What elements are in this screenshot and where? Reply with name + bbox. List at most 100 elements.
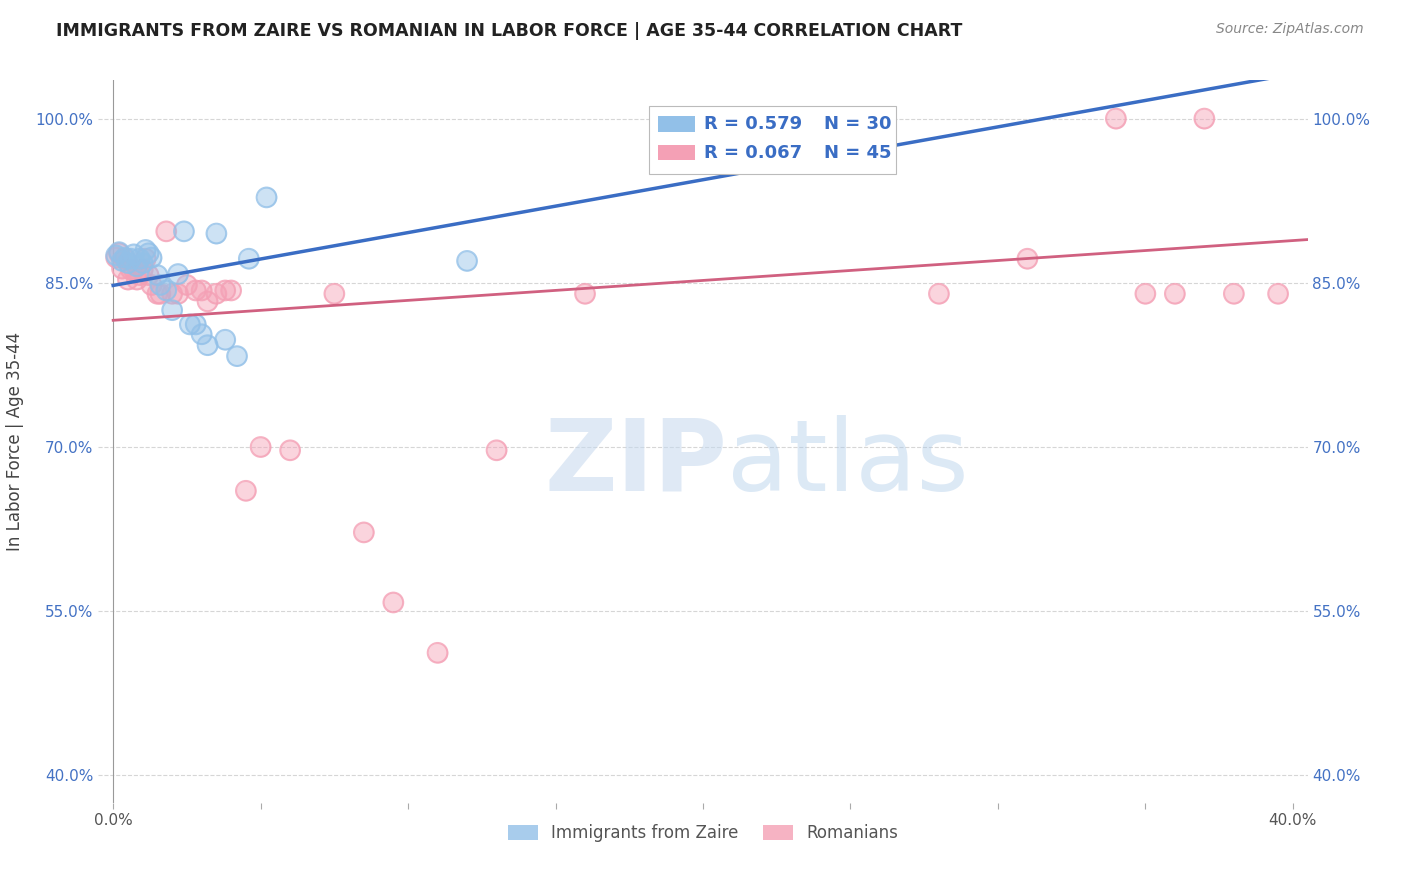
Point — [128, 252, 150, 266]
Point — [214, 333, 236, 347]
Point — [122, 262, 145, 277]
Point — [128, 268, 150, 282]
Point — [160, 303, 183, 318]
Point — [111, 261, 134, 276]
Point — [131, 256, 153, 270]
Point — [456, 253, 478, 268]
Point — [190, 284, 212, 298]
Point — [197, 338, 219, 352]
Point — [125, 272, 148, 286]
Point — [1135, 286, 1157, 301]
Point — [122, 247, 145, 261]
Point — [249, 440, 271, 454]
Point — [173, 224, 195, 238]
Point — [111, 253, 134, 268]
Point — [928, 286, 950, 301]
Point — [131, 262, 153, 277]
Point — [839, 112, 862, 126]
Point — [190, 327, 212, 342]
Point — [184, 284, 207, 298]
Point — [1194, 112, 1216, 126]
Point — [1135, 286, 1157, 301]
Point — [226, 349, 249, 363]
Point — [114, 252, 136, 266]
Point — [190, 284, 212, 298]
Point — [205, 227, 228, 241]
Point — [205, 286, 228, 301]
Point — [179, 318, 201, 332]
Point — [179, 318, 201, 332]
Point — [167, 267, 190, 281]
Point — [1017, 252, 1039, 266]
Point — [114, 251, 136, 265]
Point — [1105, 112, 1128, 126]
Point — [1017, 252, 1039, 266]
Point — [141, 251, 163, 265]
Point — [105, 251, 128, 265]
Point — [678, 112, 700, 126]
Point — [184, 318, 207, 332]
Point — [1105, 112, 1128, 126]
Text: ZIP: ZIP — [544, 415, 727, 512]
Point — [146, 286, 169, 301]
Point — [256, 190, 278, 204]
Point — [205, 227, 228, 241]
Point — [117, 272, 139, 286]
Point — [155, 284, 177, 298]
Text: Source: ZipAtlas.com: Source: ZipAtlas.com — [1216, 22, 1364, 37]
Point — [205, 286, 228, 301]
Point — [751, 112, 773, 126]
Text: N = 45: N = 45 — [824, 144, 891, 161]
Point — [122, 247, 145, 261]
Point — [176, 277, 198, 292]
Point — [214, 284, 236, 298]
Point — [928, 286, 950, 301]
Point — [122, 262, 145, 277]
Point — [105, 248, 128, 262]
Text: IMMIGRANTS FROM ZAIRE VS ROMANIAN IN LABOR FORCE | AGE 35-44 CORRELATION CHART: IMMIGRANTS FROM ZAIRE VS ROMANIAN IN LAB… — [56, 22, 963, 40]
Point — [226, 349, 249, 363]
FancyBboxPatch shape — [658, 145, 695, 161]
Point — [190, 327, 212, 342]
Point — [256, 190, 278, 204]
Point — [131, 256, 153, 270]
Text: R = 0.067: R = 0.067 — [704, 144, 803, 161]
Point — [146, 268, 169, 282]
Point — [692, 112, 714, 126]
Point — [108, 246, 131, 260]
Point — [146, 268, 169, 282]
FancyBboxPatch shape — [648, 105, 897, 174]
Point — [214, 333, 236, 347]
Point — [485, 443, 508, 458]
Point — [219, 284, 242, 298]
Point — [135, 243, 157, 257]
Point — [173, 224, 195, 238]
Point — [155, 224, 177, 238]
Point — [146, 286, 169, 301]
Point — [120, 262, 142, 277]
Point — [323, 286, 346, 301]
Point — [574, 286, 596, 301]
Point — [382, 595, 405, 609]
Point — [167, 286, 190, 301]
Point — [426, 646, 449, 660]
Point — [114, 251, 136, 265]
Point — [141, 277, 163, 292]
Point — [135, 252, 157, 266]
Point — [131, 262, 153, 277]
Point — [111, 261, 134, 276]
Legend: Immigrants from Zaire, Romanians: Immigrants from Zaire, Romanians — [501, 817, 905, 848]
Point — [176, 277, 198, 292]
Point — [149, 277, 172, 292]
Point — [278, 443, 301, 458]
Point — [128, 268, 150, 282]
Point — [678, 112, 700, 126]
Point — [105, 248, 128, 262]
Point — [138, 246, 160, 260]
Point — [1194, 112, 1216, 126]
Point — [1223, 286, 1246, 301]
Point — [323, 286, 346, 301]
Point — [197, 338, 219, 352]
Point — [197, 294, 219, 309]
Point — [456, 253, 478, 268]
